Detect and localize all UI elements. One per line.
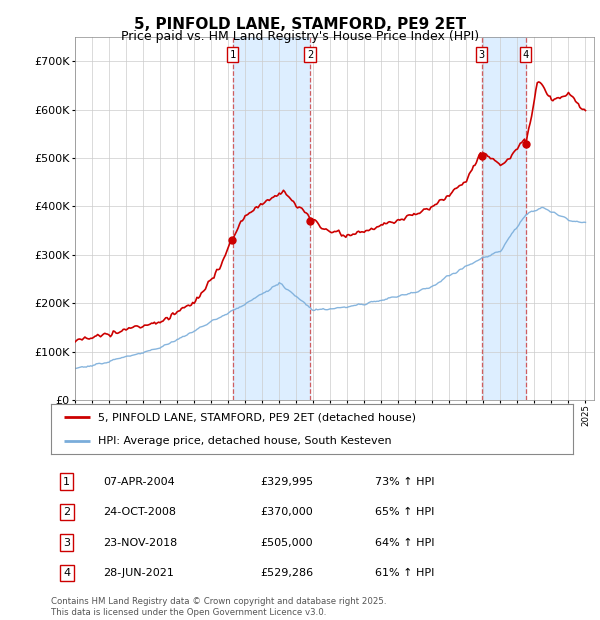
- Text: 2: 2: [307, 50, 313, 60]
- Text: 5, PINFOLD LANE, STAMFORD, PE9 2ET: 5, PINFOLD LANE, STAMFORD, PE9 2ET: [134, 17, 466, 32]
- Bar: [482, 37, 526, 400]
- Text: 28-JUN-2021: 28-JUN-2021: [103, 568, 174, 578]
- Text: Price paid vs. HM Land Registry's House Price Index (HPI): Price paid vs. HM Land Registry's House …: [121, 30, 479, 43]
- Text: 23-NOV-2018: 23-NOV-2018: [103, 538, 178, 547]
- Text: 4: 4: [63, 568, 70, 578]
- Text: 2: 2: [63, 507, 70, 517]
- Text: 65% ↑ HPI: 65% ↑ HPI: [374, 507, 434, 517]
- Text: 4: 4: [523, 50, 529, 60]
- Text: £329,995: £329,995: [260, 477, 313, 487]
- Bar: [233, 37, 310, 400]
- Text: 3: 3: [479, 50, 485, 60]
- Text: 3: 3: [63, 538, 70, 547]
- Text: 07-APR-2004: 07-APR-2004: [103, 477, 175, 487]
- Text: 5, PINFOLD LANE, STAMFORD, PE9 2ET (detached house): 5, PINFOLD LANE, STAMFORD, PE9 2ET (deta…: [98, 412, 416, 422]
- Text: £370,000: £370,000: [260, 507, 313, 517]
- Text: HPI: Average price, detached house, South Kesteven: HPI: Average price, detached house, Sout…: [98, 436, 392, 446]
- Text: Contains HM Land Registry data © Crown copyright and database right 2025.
This d: Contains HM Land Registry data © Crown c…: [51, 598, 386, 617]
- Text: 61% ↑ HPI: 61% ↑ HPI: [374, 568, 434, 578]
- Text: 24-OCT-2008: 24-OCT-2008: [103, 507, 176, 517]
- Text: £505,000: £505,000: [260, 538, 313, 547]
- Text: £529,286: £529,286: [260, 568, 313, 578]
- Text: 1: 1: [63, 477, 70, 487]
- Text: 64% ↑ HPI: 64% ↑ HPI: [374, 538, 434, 547]
- Text: 73% ↑ HPI: 73% ↑ HPI: [374, 477, 434, 487]
- Text: 1: 1: [230, 50, 236, 60]
